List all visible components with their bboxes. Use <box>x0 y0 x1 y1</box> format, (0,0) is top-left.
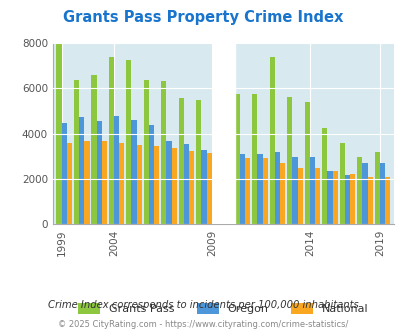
Bar <box>189 151 194 224</box>
Bar <box>56 44 62 224</box>
Text: Grants Pass Property Crime Index: Grants Pass Property Crime Index <box>63 10 342 25</box>
Bar <box>196 100 201 224</box>
Bar <box>136 145 142 224</box>
Bar <box>183 144 189 224</box>
Bar <box>274 152 279 224</box>
Bar <box>161 82 166 224</box>
Bar <box>109 57 114 224</box>
Bar <box>309 157 314 224</box>
Bar <box>74 80 79 224</box>
Bar <box>332 171 337 224</box>
Bar <box>304 102 309 224</box>
Bar <box>314 168 320 224</box>
Bar <box>119 143 124 224</box>
Bar <box>96 121 102 224</box>
Bar <box>269 57 274 224</box>
Bar <box>297 168 302 224</box>
Bar <box>114 116 119 224</box>
Bar <box>234 94 239 224</box>
Bar <box>257 154 262 224</box>
Bar <box>379 163 384 224</box>
Bar <box>143 80 149 224</box>
Bar <box>286 97 292 224</box>
Text: © 2025 CityRating.com - https://www.cityrating.com/crime-statistics/: © 2025 CityRating.com - https://www.city… <box>58 320 347 329</box>
Bar <box>79 117 84 224</box>
Bar <box>126 60 131 224</box>
Bar <box>66 143 72 224</box>
Bar <box>178 98 183 224</box>
Bar <box>149 124 154 224</box>
Bar <box>166 141 171 224</box>
Bar <box>321 128 326 224</box>
Bar <box>62 123 66 224</box>
Bar <box>356 157 361 224</box>
Bar <box>131 119 136 224</box>
Bar <box>154 146 159 224</box>
Bar <box>239 154 245 224</box>
Bar <box>252 94 257 224</box>
Bar <box>349 174 354 224</box>
Bar <box>102 141 107 224</box>
Bar <box>374 152 379 224</box>
Bar <box>384 177 389 224</box>
Bar <box>212 43 234 224</box>
Legend: Grants Pass, Oregon, National: Grants Pass, Oregon, National <box>73 299 372 319</box>
Bar <box>91 75 96 224</box>
Bar <box>361 163 367 224</box>
Text: Crime Index corresponds to incidents per 100,000 inhabitants: Crime Index corresponds to incidents per… <box>47 300 358 310</box>
Bar <box>84 141 89 224</box>
Bar <box>171 148 177 224</box>
Bar <box>339 144 344 224</box>
Bar <box>367 177 372 224</box>
Bar <box>201 150 206 224</box>
Bar <box>279 163 285 224</box>
Bar <box>344 176 349 224</box>
Bar <box>206 153 211 224</box>
Bar <box>326 171 332 224</box>
Bar <box>245 158 250 224</box>
Bar <box>262 158 267 224</box>
Bar <box>292 157 297 224</box>
